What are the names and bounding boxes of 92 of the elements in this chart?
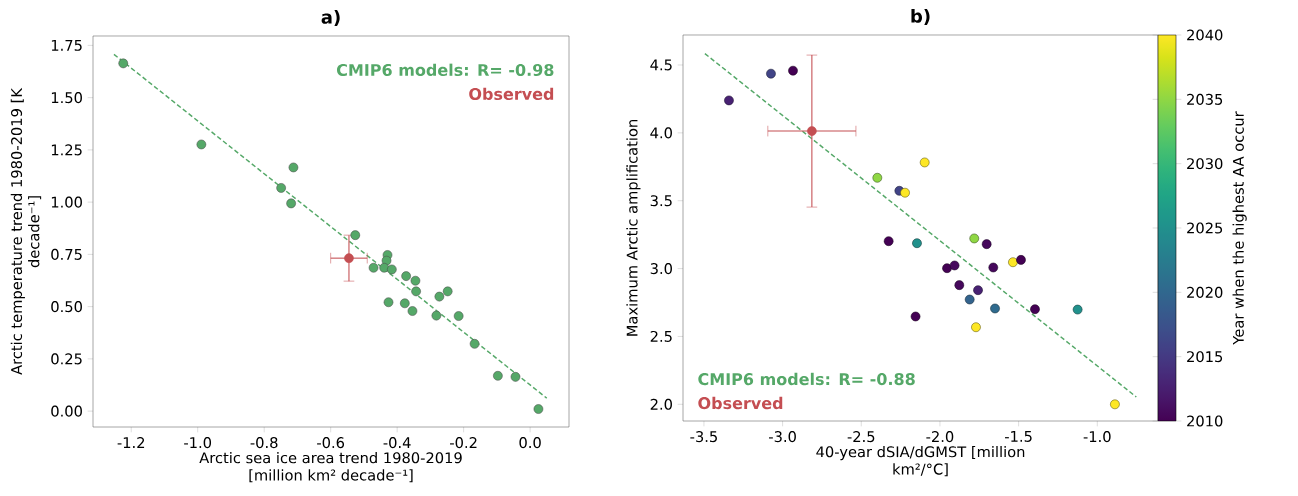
x-tick-label: -1.5 [1005, 431, 1032, 442]
color-bar-label: 2015 [1187, 351, 1223, 363]
x-tick-label: -0.4 [383, 437, 411, 449]
x-tick-label: -2.0 [926, 431, 954, 443]
point [990, 303, 1000, 314]
y-axis-title: Arctic temperature trend 1980-2019 [K decade⁻¹] [10, 87, 42, 375]
color-bar-label: 2035 [1187, 93, 1223, 105]
x-tick-label: -0.6 [317, 437, 345, 449]
y-tick-label: 4.5 [650, 59, 672, 71]
point [453, 311, 464, 321]
x-tick-label: -0.2 [450, 437, 477, 449]
point [919, 157, 930, 168]
point [1030, 304, 1040, 314]
point [510, 372, 521, 382]
point [1016, 255, 1026, 265]
y-tick-label: 0.50 [51, 301, 82, 313]
x-tick-label: -2.5 [847, 431, 875, 443]
point [368, 262, 379, 273]
point [788, 65, 798, 76]
point [533, 404, 544, 414]
x-tick-label: -3.5 [690, 431, 717, 443]
point [387, 264, 397, 275]
color-bar-label: 2020 [1187, 286, 1223, 298]
y-tick-label: 4.0 [650, 127, 672, 139]
point [286, 198, 296, 209]
y-tick-label: 1.75 [51, 39, 82, 51]
point [411, 286, 421, 297]
point [971, 322, 981, 333]
y-tick-label: 1.00 [51, 196, 82, 208]
point [973, 285, 983, 295]
color-bar-label: 2030 [1187, 158, 1223, 170]
point [469, 339, 480, 349]
point [954, 280, 965, 290]
point [276, 183, 286, 193]
point [872, 172, 883, 183]
point [981, 239, 992, 249]
color-bar-label: 2025 [1187, 222, 1223, 234]
point [431, 310, 442, 321]
point [1008, 257, 1018, 268]
x-tick-label: 0.0 [519, 437, 541, 449]
annotation: Observed [698, 396, 783, 410]
color-bar-label: 2040 [1187, 29, 1223, 41]
chart-title: b) [911, 8, 930, 25]
point [964, 294, 975, 305]
color-bar-label: 2010 [1187, 415, 1223, 427]
x-tick-label: -0.8 [250, 437, 278, 449]
point [969, 233, 980, 244]
point [1072, 304, 1083, 315]
point [400, 298, 410, 309]
point [118, 58, 129, 69]
point [1110, 399, 1120, 410]
x-tick-label: -1.2 [117, 437, 145, 448]
x-axis-title: 40-year dSIA/dGMST [million km²/°C] [816, 445, 1025, 477]
point [288, 162, 299, 173]
y-tick-label: 0.25 [51, 353, 82, 365]
point [350, 230, 361, 240]
point [988, 262, 999, 273]
point [766, 68, 776, 79]
color-bar-title: Year when the highest AA occur [1232, 111, 1247, 345]
y-tick-label: 0.00 [51, 405, 82, 417]
point [407, 306, 418, 316]
x-tick-label: -1.0 [184, 437, 212, 449]
point [883, 236, 894, 246]
point [912, 238, 922, 248]
point [344, 253, 354, 263]
point [724, 95, 734, 106]
annotation: CMIP6 models: R= -0.88 [698, 372, 915, 386]
point [493, 371, 503, 381]
point [196, 139, 207, 150]
y-tick-label: 3.5 [650, 195, 672, 207]
y-tick-label: 1.50 [51, 92, 82, 104]
x-axis-title: Arctic sea ice area trend 1980-2019 [million km² decade⁻¹] [199, 451, 462, 483]
x-tick-label: -1.0 [1083, 431, 1111, 443]
y-tick-label: 1.25 [51, 144, 82, 156]
point [434, 291, 445, 302]
point [442, 286, 453, 297]
point [910, 311, 921, 322]
point [383, 297, 394, 308]
annotation: CMIP6 models: R= -0.98 [336, 63, 554, 77]
chart-title: a) [321, 9, 340, 26]
point [949, 260, 960, 271]
y-axis-title: Maximum Arctic amplification [626, 120, 641, 336]
point [401, 271, 411, 281]
y-tick-label: 2.5 [650, 330, 672, 342]
y-tick-label: 3.0 [650, 263, 672, 275]
point [900, 187, 910, 198]
point [807, 126, 817, 136]
y-tick-label: 0.75 [51, 248, 82, 260]
point [410, 275, 421, 286]
y-tick-label: 2.0 [650, 398, 672, 410]
x-tick-label: -3.0 [769, 431, 796, 443]
annotation: Observed [469, 87, 554, 101]
